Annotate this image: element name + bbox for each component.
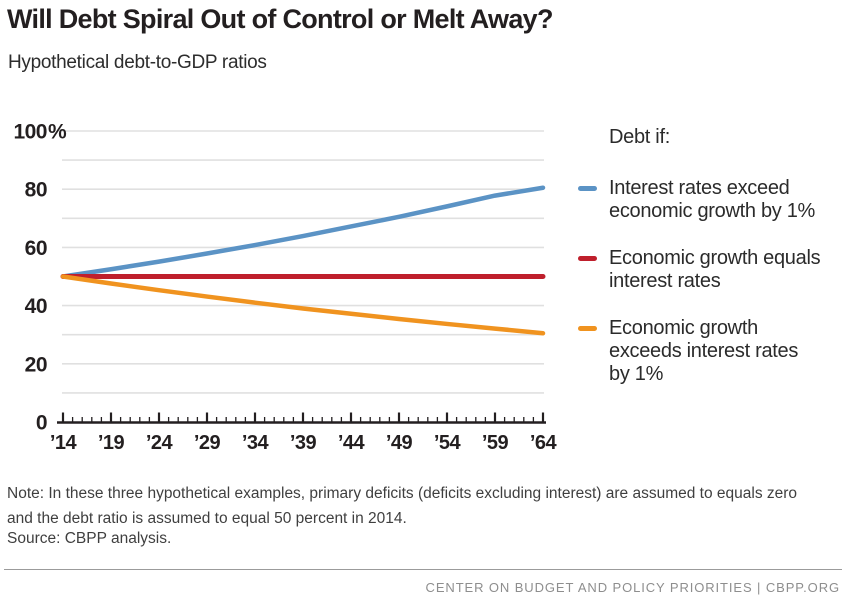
series-line-3: [60, 274, 546, 336]
y-tick-label: 60: [25, 237, 47, 260]
legend-label-line: economic growth by 1%: [609, 200, 816, 222]
legend-item-1: Interest rates exceed economic growth by …: [578, 177, 844, 223]
legend-item-3: Economic growth exceeds interest rates by …: [578, 317, 844, 386]
x-tick-label: ’24: [146, 432, 174, 454]
x-tick-label: ’14: [50, 432, 78, 454]
y-tick-label: 40: [25, 295, 47, 318]
legend-label: Interest rates exceed economic growth by …: [609, 177, 815, 223]
legend-label-line: by 1%: [609, 363, 664, 385]
x-tick-label: ’54: [434, 432, 462, 454]
x-tick-label: ’49: [386, 432, 413, 454]
line-chart: 0 20 40 60 80 100 % ’14 ’19 ’24 ’29 ’34 ’39 ’44 ’49 ’54…: [13, 121, 558, 455]
legend-title: Debt if:: [609, 126, 670, 148]
footer-brand: CENTER ON BUDGET AND POLICY PRIORITIES |…: [425, 580, 840, 595]
legend-label: Economic growth exceeds interest rates by …: [609, 317, 798, 386]
legend-label-line: Interest rates exceed: [609, 177, 790, 199]
legend-label: Economic growth equals interest rates: [609, 247, 821, 293]
legend-label-line: interest rates: [609, 270, 721, 292]
y-tick-label: 80: [25, 179, 47, 202]
y-tick-label: 20: [25, 353, 47, 376]
legend-swatch: [578, 325, 597, 331]
legend-swatch: [578, 185, 597, 191]
legend-label-line: Economic growth: [609, 317, 758, 339]
legend-items: Interest rates exceed economic growth by …: [578, 177, 844, 386]
chart-title: Will Debt Spiral Out of Control or Melt …: [7, 4, 553, 34]
footer-divider: [4, 569, 842, 570]
legend-label-line: exceeds interest rates: [609, 340, 799, 362]
y-axis-percent-suffix: %: [48, 121, 67, 144]
y-tick-label: 100: [13, 121, 47, 144]
chart-source: Source: CBPP analysis.: [7, 530, 172, 547]
x-tick-label: ’64: [530, 432, 558, 454]
x-tick-label: ’19: [98, 432, 125, 454]
legend-label-line: Economic growth equals: [609, 247, 821, 269]
legend-item-2: Economic growth equals interest rates: [578, 247, 844, 293]
legend-swatch: [578, 255, 597, 261]
x-tick-label: ’44: [338, 432, 366, 454]
x-tick-label: ’39: [290, 432, 317, 454]
series-line-1: [60, 185, 546, 279]
chart-subtitle: Hypothetical debt-to-GDP ratios: [8, 52, 267, 73]
chart-note: Note: In these three hypothetical exampl…: [7, 485, 798, 527]
x-tick-label: ’34: [242, 432, 270, 454]
legend: Debt if: Interest rates exceed economic g…: [578, 126, 844, 410]
y-tick-label: 0: [36, 412, 47, 435]
x-tick-label: ’59: [482, 432, 509, 454]
x-tick-label: ’29: [194, 432, 221, 454]
